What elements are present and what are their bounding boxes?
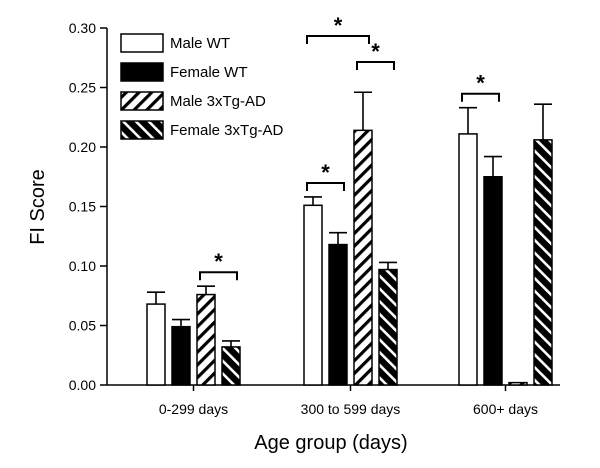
bar-female-3xtg-ad-2 [533, 139, 553, 386]
significance-bracket [306, 181, 345, 191]
significance-bracket [199, 271, 238, 281]
y-tick-label: 0.10 [69, 258, 96, 274]
significance-star: * [321, 160, 330, 185]
bar-female-wt-2 [483, 176, 503, 386]
x-tick-label: 0-299 days [159, 401, 228, 417]
significance-bracket [306, 35, 370, 44]
significance-star: * [214, 249, 223, 274]
y-tick-label: 0.00 [69, 377, 96, 393]
legend-label: Female WT [170, 64, 248, 81]
y-axis-title: FI Score [27, 169, 49, 245]
legend-swatch [120, 33, 164, 53]
significance-star: * [334, 13, 343, 38]
legend: Male WT Female WT Male 3xTg-AD Female 3xTg-… [120, 33, 284, 140]
significance-bracket [356, 61, 395, 70]
y-tick-label: 0.25 [69, 80, 96, 96]
y-tick-label: 0.15 [69, 199, 96, 215]
y-axis-ticks: 0.00 0.05 0.10 0.15 0.20 0.25 0.30 [69, 20, 107, 393]
bar-female-wt-1 [328, 243, 348, 386]
bar-female-3xtg-ad-1 [378, 268, 398, 386]
bar-groups [146, 91, 553, 386]
x-tick-label: 300 to 599 days [301, 401, 401, 417]
legend-label: Female 3xTg-AD [170, 122, 284, 139]
x-tick-label: 600+ days [473, 401, 538, 417]
bar-male-wt-1 [303, 204, 323, 386]
bar-male-3xtg-ad-1 [353, 129, 373, 386]
x-axis-ticks: 0-299 days 300 to 599 days 600+ days [159, 385, 538, 417]
significance-star: * [476, 71, 485, 96]
y-tick-label: 0.30 [69, 20, 96, 36]
bar-male-3xtg-ad-0 [196, 293, 216, 386]
legend-swatch [120, 62, 164, 82]
y-tick-label: 0.20 [69, 139, 96, 155]
legend-swatch [120, 91, 164, 111]
bar-male-wt-0 [146, 303, 166, 386]
y-tick-label: 0.05 [69, 318, 96, 334]
significance-brackets: * * * * * [199, 13, 500, 281]
significance-bracket [461, 92, 500, 102]
significance-star: * [371, 39, 380, 64]
bar-female-wt-0 [171, 325, 191, 386]
legend-label: Male 3xTg-AD [170, 93, 266, 110]
x-axis-title: Age group (days) [254, 432, 407, 454]
bar-male-wt-2 [458, 133, 478, 386]
bar-female-3xtg-ad-0 [221, 346, 241, 386]
legend-swatch [120, 120, 164, 140]
bar-male-3xtg-ad-2 [508, 381, 528, 386]
legend-label: Male WT [170, 35, 230, 52]
